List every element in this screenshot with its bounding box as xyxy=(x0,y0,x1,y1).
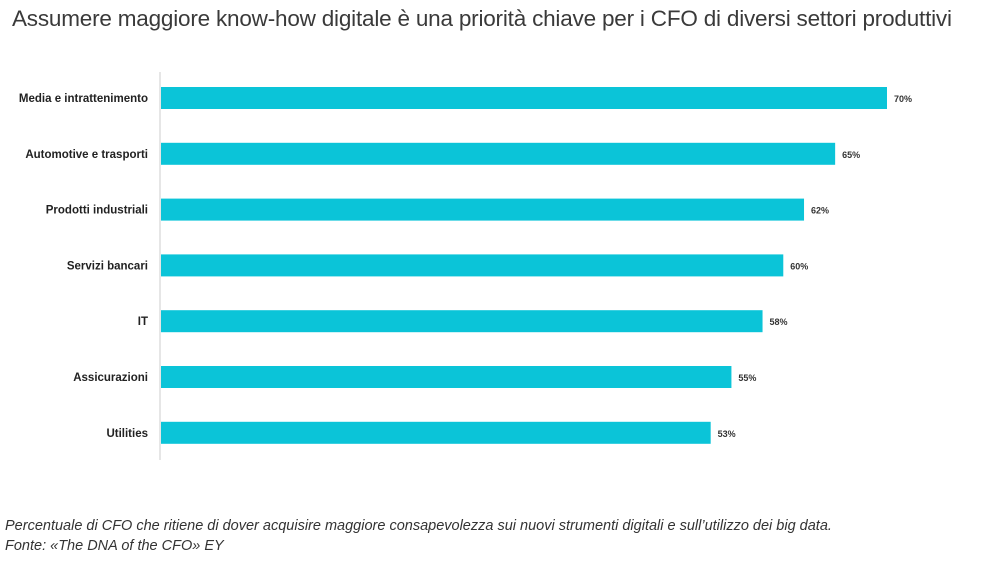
bar xyxy=(161,87,887,109)
bar xyxy=(161,254,784,277)
value-label: 70% xyxy=(894,94,912,104)
category-label: Prodotti industriali xyxy=(46,205,148,217)
value-label: 58% xyxy=(770,317,788,327)
category-label: Servizi bancari xyxy=(67,260,148,272)
category-label: Automotive e trasporti xyxy=(25,149,148,161)
value-label: 53% xyxy=(718,429,736,439)
category-label: IT xyxy=(138,316,148,328)
category-label: Assicurazioni xyxy=(73,372,148,384)
value-label: 60% xyxy=(790,261,808,271)
footnote-source: Fonte: «The DNA of the CFO» EY xyxy=(5,538,224,554)
category-label: Media e intrattenimento xyxy=(19,93,148,105)
footnote: Percentuale di CFO che ritiene di dover … xyxy=(5,516,995,556)
bar xyxy=(161,366,732,388)
bar xyxy=(161,142,836,165)
chart-title: Assumere maggiore know-how digitale è un… xyxy=(12,6,952,31)
bar xyxy=(161,198,805,221)
footnote-description: Percentuale di CFO che ritiene di dover … xyxy=(5,518,832,534)
bar xyxy=(161,310,763,333)
value-label: 55% xyxy=(738,373,756,383)
bar xyxy=(161,421,711,444)
value-label: 62% xyxy=(811,206,829,216)
category-label: Utilities xyxy=(106,428,148,440)
value-label: 65% xyxy=(842,150,860,160)
